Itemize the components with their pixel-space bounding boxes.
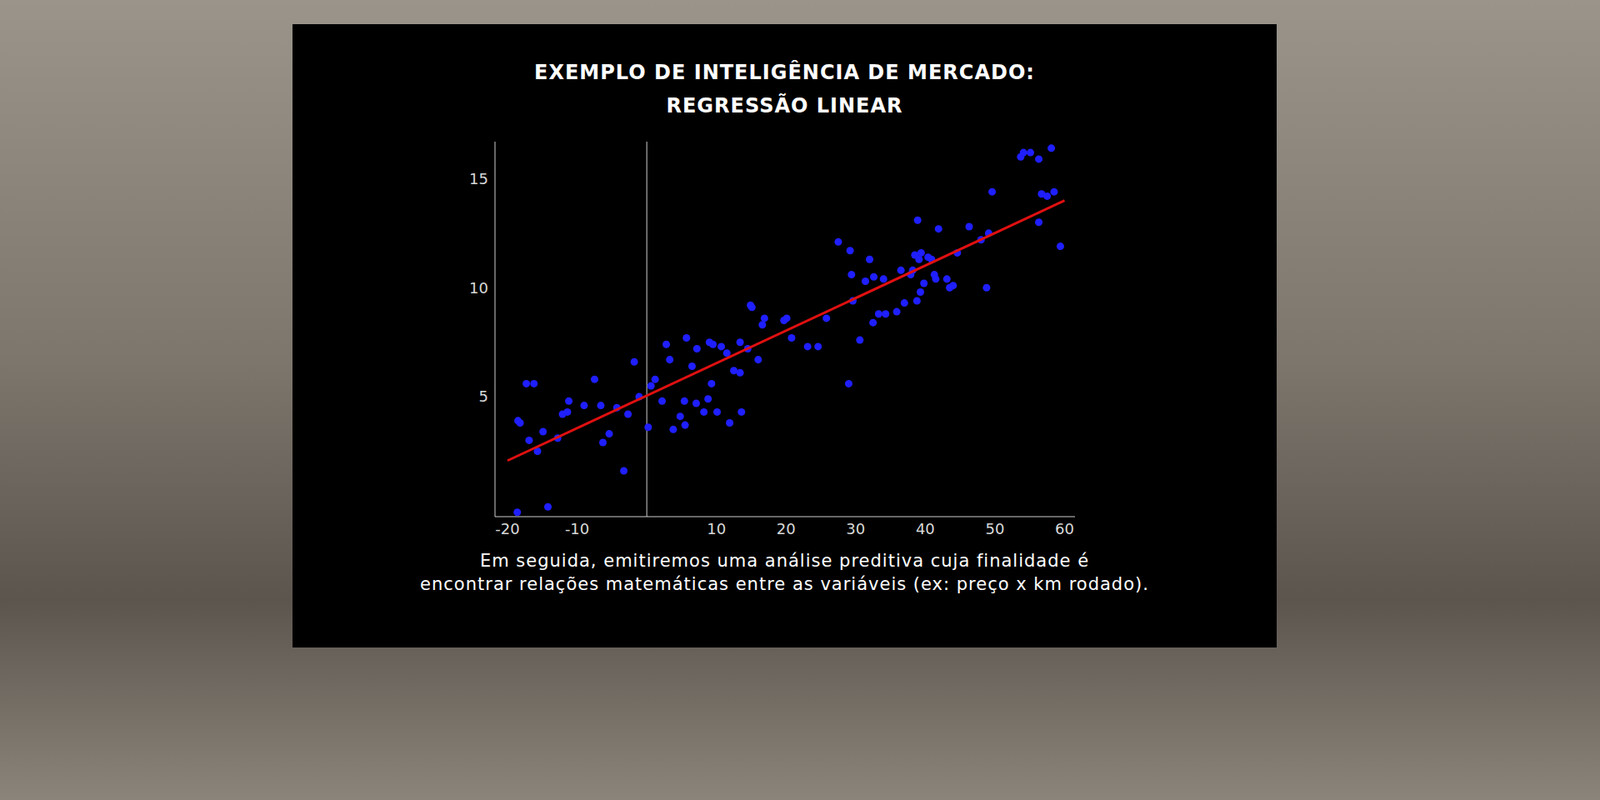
- svg-text:30: 30: [845, 520, 865, 538]
- svg-text:40: 40: [915, 520, 935, 538]
- svg-text:-10: -10: [565, 520, 590, 538]
- svg-text:10: 10: [706, 520, 726, 538]
- svg-text:5: 5: [479, 387, 489, 405]
- html-text:EXEMPLO DE INTELIGÊNCIA DE MER: EXEMPLO DE INTELIGÊNCIA DE MERCADO:: [534, 60, 1035, 85]
- html-text:REGRESSÃO LINEAR: REGRESSÃO LINEAR: [666, 94, 903, 118]
- svg-text:60: 60: [1055, 520, 1075, 538]
- svg-text:50: 50: [985, 520, 1005, 538]
- html-text:encontrar relações matemáticas: encontrar relações matemáticas entre as …: [420, 574, 1150, 595]
- svg-text:15: 15: [469, 170, 489, 188]
- html-text:Em seguida, emitiremos uma aná: Em seguida, emitiremos uma análise predi…: [479, 550, 1090, 571]
- svg-text:10: 10: [469, 279, 489, 297]
- svg-text:-20: -20: [495, 520, 520, 538]
- svg-text:20: 20: [776, 520, 796, 538]
